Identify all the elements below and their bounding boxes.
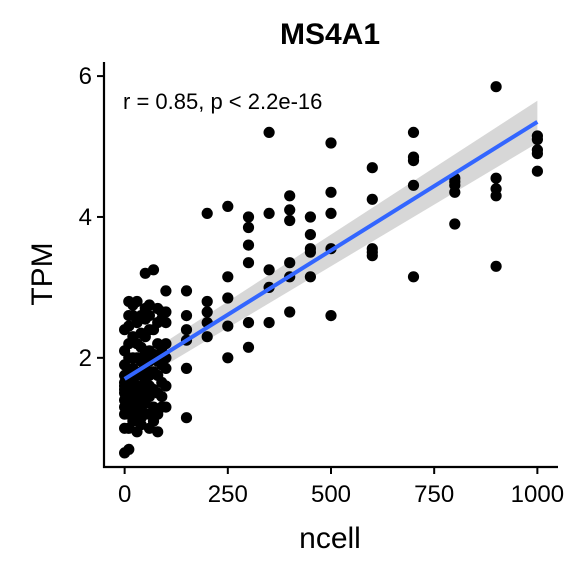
data-point <box>490 81 502 93</box>
data-point <box>160 317 172 329</box>
data-point <box>284 214 296 227</box>
chart-title: MS4A1 <box>280 18 380 51</box>
data-point <box>242 257 255 269</box>
data-point <box>160 401 172 413</box>
data-point <box>143 310 155 322</box>
data-point <box>263 264 275 276</box>
regression-line-path <box>123 120 539 381</box>
data-point <box>180 412 193 424</box>
data-point <box>366 162 378 174</box>
data-point <box>201 207 213 219</box>
data-point <box>531 130 544 142</box>
data-point <box>407 151 420 163</box>
data-point <box>160 306 172 318</box>
data-point <box>531 165 544 177</box>
data-point <box>366 193 378 205</box>
data-point <box>304 271 316 283</box>
y-tick-label: 2 <box>79 345 92 372</box>
data-point <box>201 306 213 318</box>
data-point <box>242 221 255 234</box>
tick-labels: 0 250 500 750 1000 2 4 6 <box>79 63 564 508</box>
data-point <box>531 144 544 156</box>
x-axis-label: ncell <box>299 522 361 555</box>
data-point <box>284 306 296 318</box>
data-point <box>284 257 296 269</box>
data-point <box>449 218 461 230</box>
data-point <box>222 271 234 283</box>
data-point <box>304 243 316 255</box>
data-point <box>490 260 502 272</box>
data-point <box>201 331 213 343</box>
data-point <box>147 264 160 276</box>
y-tick-label: 6 <box>79 63 92 90</box>
data-point <box>180 362 193 374</box>
data-point <box>490 183 502 195</box>
data-point <box>304 211 316 223</box>
data-point <box>407 126 420 138</box>
data-point <box>490 172 502 184</box>
data-point <box>160 285 172 297</box>
data-point <box>325 186 337 198</box>
data-point <box>284 204 296 216</box>
data-point <box>222 292 234 304</box>
data-point <box>242 341 255 353</box>
data-point <box>407 179 420 191</box>
data-point <box>325 207 337 219</box>
scatter-points <box>119 81 544 459</box>
data-point <box>156 391 168 403</box>
data-point <box>180 285 193 297</box>
data-point <box>160 338 172 350</box>
data-point <box>180 310 193 322</box>
data-point <box>242 317 255 329</box>
data-point <box>160 380 172 392</box>
data-point <box>407 271 420 283</box>
x-tick-label: 1000 <box>511 481 564 508</box>
data-point <box>222 200 234 212</box>
data-point <box>222 320 234 332</box>
data-point <box>201 295 213 308</box>
data-point <box>263 317 275 329</box>
data-point <box>366 246 378 258</box>
data-point <box>304 229 316 241</box>
data-point <box>123 443 135 455</box>
data-point <box>222 352 234 364</box>
correlation-annotation: r = 0.85, p < 2.2e-16 <box>123 89 322 114</box>
data-point <box>242 239 255 251</box>
x-tick-label: 750 <box>414 481 454 508</box>
data-point <box>152 426 164 438</box>
axes <box>97 62 558 474</box>
data-point <box>180 324 193 336</box>
x-tick-label: 0 <box>118 481 131 508</box>
x-tick-label: 250 <box>208 481 248 508</box>
data-point <box>160 362 172 374</box>
data-point <box>284 190 296 202</box>
data-point <box>325 310 337 322</box>
data-point <box>263 207 275 219</box>
x-tick-label: 500 <box>311 481 351 508</box>
regression-line <box>123 120 539 381</box>
data-point <box>242 211 255 223</box>
y-axis-label: TPM <box>26 242 59 305</box>
y-tick-label: 4 <box>79 204 92 231</box>
data-point <box>131 295 143 308</box>
data-point <box>325 137 337 149</box>
data-point <box>263 126 275 138</box>
